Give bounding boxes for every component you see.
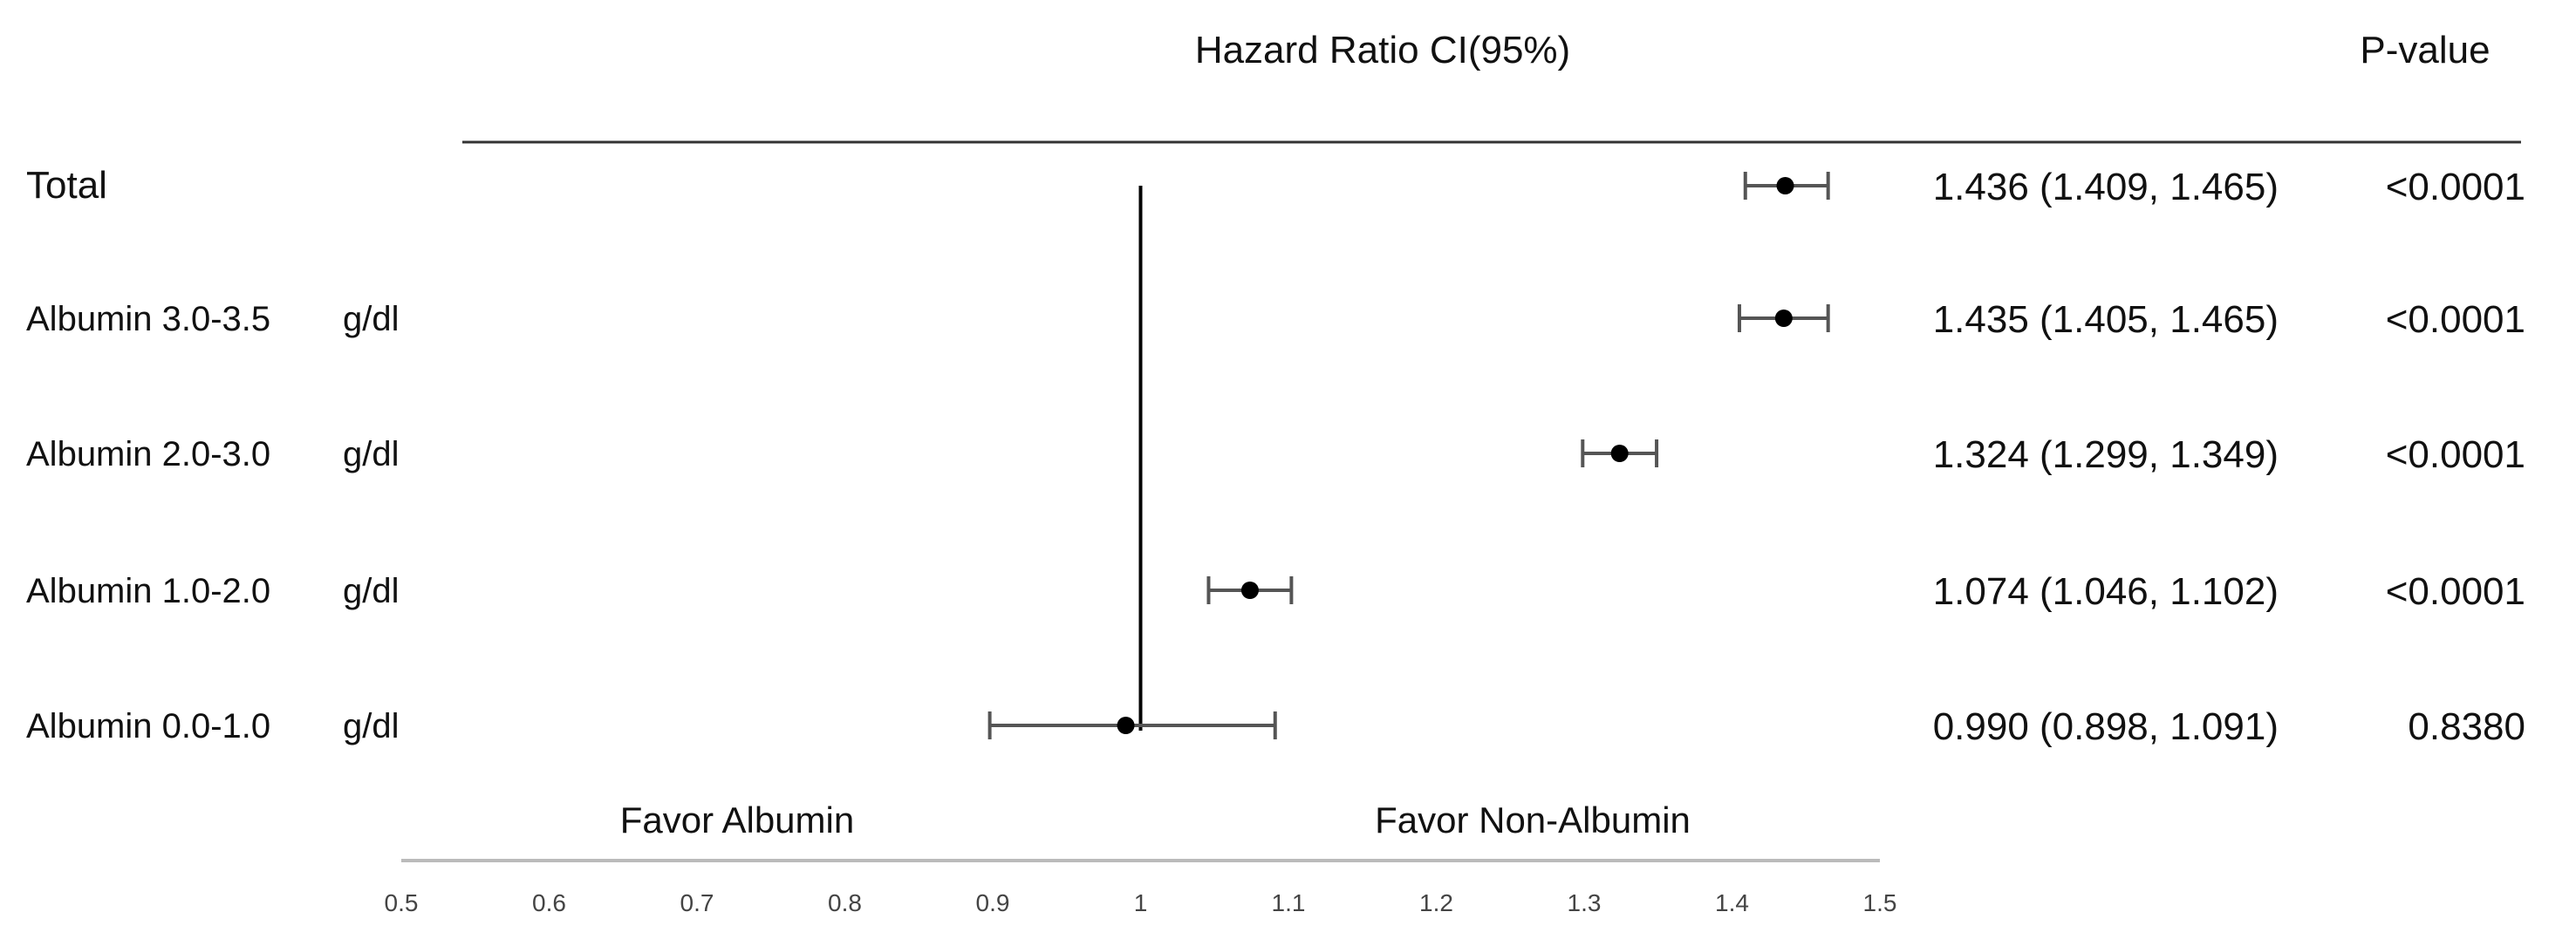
x-tick-label: 0.6 <box>532 889 566 916</box>
favor-non-albumin-label: Favor Non-Albumin <box>1375 800 1691 841</box>
rows-layer: Total 1.436 (1.409, 1.465) <0.0001 Albumin … <box>26 164 2525 748</box>
row-p-value: 0.8380 <box>2408 705 2525 748</box>
x-tick-label: 0.9 <box>976 889 1010 916</box>
hazard-ratio-header: Hazard Ratio CI(95%) <box>1195 29 1570 71</box>
x-tick-label: 1 <box>1134 889 1148 916</box>
hazard-ratio-point <box>1117 717 1135 734</box>
hazard-ratio-point <box>1774 310 1793 327</box>
row-p-value: <0.0001 <box>2386 298 2525 341</box>
row-p-value: <0.0001 <box>2386 433 2525 476</box>
x-tick-label: 0.5 <box>385 889 419 916</box>
row-unit: g/dl <box>343 300 400 338</box>
x-tick-label: 1.4 <box>1715 889 1749 916</box>
x-tick-labels: 0.5 0.6 0.7 0.8 0.9 1 1.1 1.2 1.3 1.4 1.5 <box>385 889 1897 916</box>
row-label: Albumin 3.0-3.5 <box>26 300 270 338</box>
row-ci-text: 1.074 (1.046, 1.102) <box>1933 570 2279 613</box>
x-tick-label: 1.2 <box>1419 889 1453 916</box>
ci-layer <box>987 172 1830 739</box>
x-tick-label: 1.1 <box>1272 889 1306 916</box>
favor-albumin-label: Favor Albumin <box>620 800 854 841</box>
row-unit: g/dl <box>343 707 400 745</box>
hazard-ratio-point <box>1240 582 1259 599</box>
row-label: Total <box>26 164 107 207</box>
row-ci-text: 1.436 (1.409, 1.465) <box>1933 166 2279 208</box>
row-label: Albumin 1.0-2.0 <box>26 572 270 610</box>
x-tick-label: 1.3 <box>1568 889 1602 916</box>
row-ci-text: 1.324 (1.299, 1.349) <box>1933 433 2279 476</box>
row-label: Albumin 0.0-1.0 <box>26 707 270 745</box>
row-unit: g/dl <box>343 572 400 610</box>
row-label: Albumin 2.0-3.0 <box>26 435 270 473</box>
x-tick-label: 1.5 <box>1863 889 1897 916</box>
row-unit: g/dl <box>343 435 400 473</box>
row-p-value: <0.0001 <box>2386 570 2525 613</box>
p-value-header: P-value <box>2360 29 2490 71</box>
hazard-ratio-point <box>1776 177 1794 194</box>
hazard-ratio-point <box>1610 445 1629 462</box>
row-ci-text: 0.990 (0.898, 1.091) <box>1933 705 2279 748</box>
x-tick-label: 0.7 <box>680 889 714 916</box>
x-tick-label: 0.8 <box>828 889 862 916</box>
row-p-value: <0.0001 <box>2386 166 2525 208</box>
row-ci-text: 1.435 (1.405, 1.465) <box>1933 298 2279 341</box>
